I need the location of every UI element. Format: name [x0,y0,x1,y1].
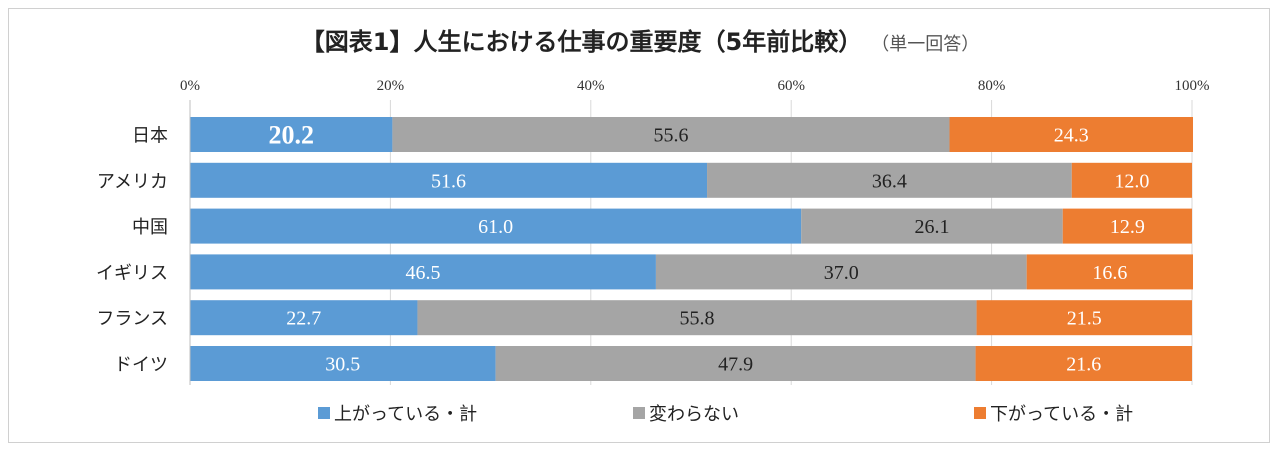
data-label: 12.0 [1114,170,1149,192]
legend-item: 上がっている・計 [318,400,477,426]
legend-label: 下がっている・計 [990,404,1134,425]
bar-segment [1026,254,1194,290]
category-label: フランス [96,309,168,330]
bar-segment [190,300,418,336]
legend-label: 変わらない [649,404,739,425]
x-tick-label: 80% [978,78,1006,94]
data-label: 26.1 [914,216,949,238]
data-label: 24.3 [1054,125,1089,147]
bar-segment [655,254,1027,290]
bar-segment [417,300,977,336]
data-label: 55.6 [653,125,688,147]
data-label: 51.6 [431,170,466,192]
category-label: 日本 [132,126,168,147]
bar-segment [801,208,1063,244]
data-label: 12.9 [1110,216,1145,238]
bar-segment [495,346,976,381]
title-text: 【図表1】人生における仕事の重要度（5年前比較） [300,28,863,56]
category-label: 中国 [132,217,168,238]
x-tick-label: 40% [577,78,605,94]
data-label: 20.2 [268,121,314,150]
bar-segment [976,300,1192,336]
data-label: 55.8 [680,308,715,330]
legend-item: 変わらない [633,400,739,426]
legend-swatch [974,407,986,419]
data-label: 16.6 [1092,262,1127,284]
data-label: 22.7 [286,308,321,330]
chart-title: 【図表1】人生における仕事の重要度（5年前比較） （単一回答） [0,22,1280,57]
x-tick-label: 0% [180,78,200,94]
bar-segment [190,162,708,198]
bar-segment [190,117,393,152]
data-label: 46.5 [405,262,440,284]
data-label: 21.6 [1066,354,1101,376]
legend-label: 上がっている・計 [334,404,478,425]
x-tick-label: 20% [377,78,405,94]
bar-segment [392,117,950,152]
bar-segment [949,117,1194,152]
category-label: イギリス [96,263,168,284]
bar-segment [1071,162,1192,198]
bar-segment [975,346,1192,381]
bar-segment [190,346,496,381]
data-label: 30.5 [325,354,360,376]
chart-frame [8,8,1270,443]
bar-segment [707,162,1072,198]
x-tick-label: 100% [1175,78,1210,94]
legend-item: 下がっている・計 [974,400,1133,426]
subtitle-text: （単一回答） [880,34,980,55]
bar-segment [1062,208,1192,244]
legend-swatch [318,407,330,419]
data-label: 21.5 [1067,308,1102,330]
data-label: 47.9 [718,354,753,376]
data-label: 37.0 [824,262,859,284]
bar-segment [190,208,802,244]
category-label: アメリカ [97,171,168,192]
bar-segment [190,254,656,290]
data-label: 36.4 [872,170,907,192]
x-tick-label: 60% [777,78,805,94]
category-label: ドイツ [114,355,168,376]
legend-swatch [633,407,645,419]
data-label: 61.0 [478,216,513,238]
